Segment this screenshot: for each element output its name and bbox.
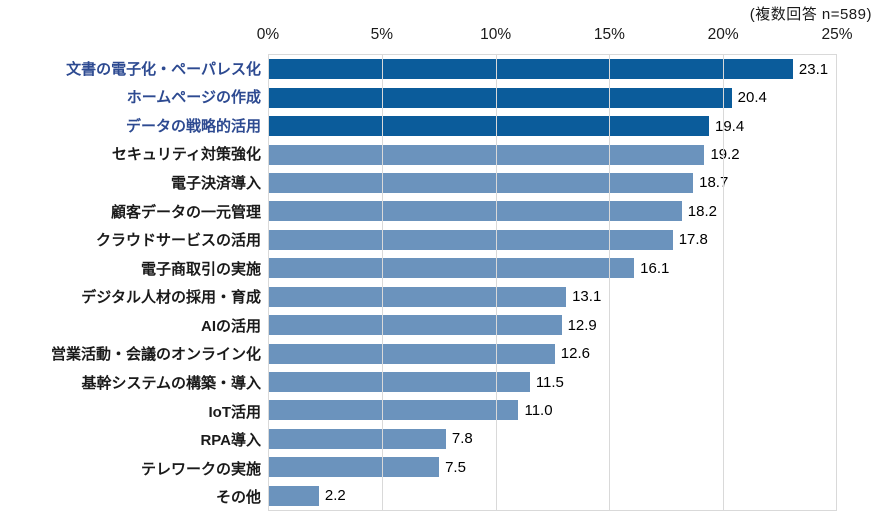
category-label: 電子商取引の実施 bbox=[140, 260, 261, 278]
bar-row: 2.2 bbox=[269, 482, 836, 510]
vertical-gridline bbox=[722, 55, 724, 510]
category-label: 基幹システムの構築・導入 bbox=[81, 374, 261, 392]
category-label: 文書の電子化・ペーパレス化 bbox=[66, 60, 261, 78]
bar-value-label: 7.8 bbox=[451, 430, 473, 448]
bar-row: 23.1 bbox=[269, 55, 836, 83]
x-axis-tick-label: 5% bbox=[370, 26, 393, 43]
category-label: 顧客データの一元管理 bbox=[110, 203, 261, 221]
vertical-gridline bbox=[609, 55, 611, 510]
bar-value-label: 18.7 bbox=[699, 174, 729, 192]
bar-row: 20.4 bbox=[269, 83, 836, 111]
bar bbox=[269, 286, 567, 307]
bar-value-label: 13.1 bbox=[572, 288, 602, 306]
bar bbox=[269, 59, 793, 80]
sample-size-annotation: (複数回答 n=589) bbox=[749, 6, 872, 23]
bar-row: 12.6 bbox=[269, 339, 836, 367]
bar-value-label: 12.6 bbox=[560, 345, 590, 363]
x-axis-tick-label: 15% bbox=[593, 26, 625, 43]
category-label: IoT活用 bbox=[208, 403, 262, 421]
bar bbox=[269, 201, 682, 222]
bar-row: 12.9 bbox=[269, 311, 836, 339]
bar-row: 11.5 bbox=[269, 368, 836, 396]
bar-row: 19.2 bbox=[269, 140, 836, 168]
bar bbox=[269, 428, 446, 449]
bar bbox=[269, 116, 709, 137]
bar-value-label: 16.1 bbox=[640, 259, 670, 277]
bar bbox=[269, 315, 562, 336]
category-label: RPA導入 bbox=[200, 432, 261, 450]
bar-value-label: 23.1 bbox=[798, 60, 829, 78]
category-label: ホームページの作成 bbox=[126, 89, 261, 107]
bar-value-label: 19.2 bbox=[710, 146, 740, 164]
bar bbox=[269, 343, 555, 364]
category-label: 営業活動・会議のオンライン化 bbox=[50, 346, 261, 364]
x-axis-tick-label: 10% bbox=[480, 26, 512, 43]
bar-row: 7.8 bbox=[269, 425, 836, 453]
category-label: テレワークの実施 bbox=[140, 460, 261, 478]
bar-value-label: 19.4 bbox=[714, 117, 745, 135]
bar bbox=[269, 144, 705, 165]
bar-row: 16.1 bbox=[269, 254, 836, 282]
bar-row: 19.4 bbox=[269, 112, 836, 140]
bar-value-label: 11.5 bbox=[535, 373, 564, 391]
x-axis-top: 0% 5% 10% 15% 20% 25% bbox=[257, 26, 853, 52]
category-label: AIの活用 bbox=[200, 317, 261, 335]
bar bbox=[269, 372, 530, 393]
category-label: デジタル人材の採用・育成 bbox=[81, 289, 261, 307]
bar-row: 18.2 bbox=[269, 197, 836, 225]
bar bbox=[269, 485, 319, 506]
bar bbox=[269, 457, 440, 478]
x-axis-tick-label: 0% bbox=[256, 26, 280, 43]
bar-row: 17.8 bbox=[269, 226, 836, 254]
bar bbox=[269, 172, 694, 193]
bar bbox=[269, 400, 519, 421]
category-label: その他 bbox=[215, 489, 261, 507]
x-axis-tick-label: 25% bbox=[821, 26, 853, 43]
category-labels-column: 文書の電子化・ペーパレス化ホームページの作成 データの戦略的活用セキュリティ対策強… bbox=[0, 54, 261, 511]
bar bbox=[269, 258, 635, 279]
bar-value-label: 20.4 bbox=[737, 89, 767, 107]
bar-value-label: 11.0 bbox=[524, 401, 553, 419]
bar bbox=[269, 87, 732, 108]
bar bbox=[269, 229, 673, 250]
vertical-gridline bbox=[382, 55, 384, 510]
category-label: 電子決済導入 bbox=[170, 175, 261, 193]
category-label: セキュリティ対策強化 bbox=[111, 146, 261, 164]
category-label: クラウドサービスの活用 bbox=[95, 232, 261, 250]
plot-area: 23.1 20.4 19.4 19.2 18.7 18.2 17.8 16.1 13.1 12.9… bbox=[268, 54, 837, 511]
bars-column: 23.1 20.4 19.4 19.2 18.7 18.2 17.8 16.1 13.1 12.9… bbox=[269, 55, 836, 510]
bar-value-label: 7.5 bbox=[445, 458, 466, 476]
bar-row: 11.0 bbox=[269, 396, 836, 424]
category-label: データの戦略的活用 bbox=[125, 117, 261, 135]
vertical-gridline bbox=[495, 55, 497, 510]
bar-value-label: 17.8 bbox=[678, 231, 708, 249]
bar-value-label: 2.2 bbox=[324, 487, 346, 505]
x-axis-tick-label: 20% bbox=[707, 26, 739, 43]
bar-value-label: 18.2 bbox=[687, 202, 717, 220]
bar-row: 7.5 bbox=[269, 453, 836, 481]
bar-value-label: 12.9 bbox=[567, 316, 597, 334]
bar-row: 13.1 bbox=[269, 283, 836, 311]
bar-row: 18.7 bbox=[269, 169, 836, 197]
